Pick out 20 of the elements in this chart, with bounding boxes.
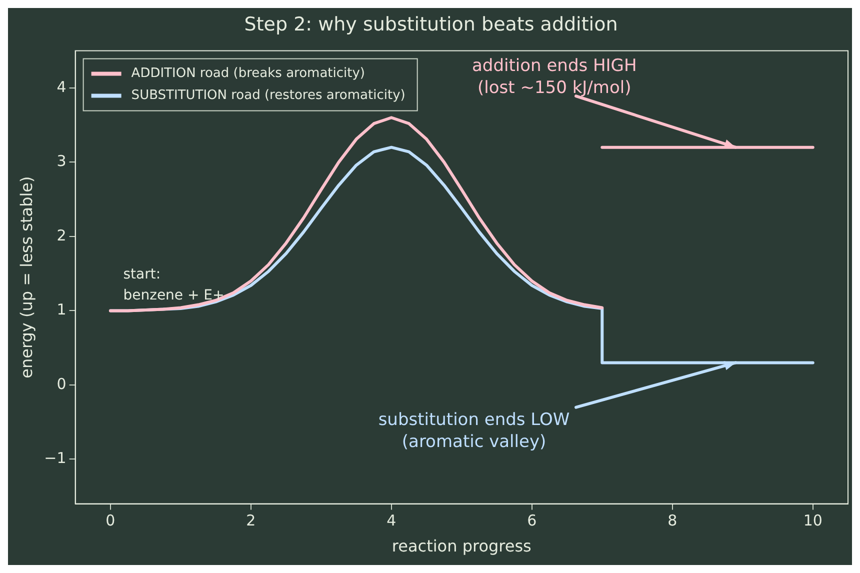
y-tick-label: 3	[56, 152, 66, 170]
legend-label: ADDITION road (breaks aromaticity)	[131, 66, 366, 82]
x-tick-label: 0	[106, 512, 116, 530]
x-tick-label: 4	[386, 512, 396, 530]
x-tick-label: 10	[803, 512, 822, 530]
chart-title: Step 2: why substitution beats addition	[244, 13, 618, 36]
y-axis-title: energy (up = less stable)	[16, 176, 36, 378]
x-tick-label: 8	[668, 512, 678, 530]
y-tick-label: 2	[56, 226, 66, 244]
annotation: substitution ends LOW (aromatic valley)	[378, 410, 570, 452]
legend-label: SUBSTITUTION road (restores aromaticity)	[131, 88, 406, 104]
x-tick-label: 2	[246, 512, 256, 530]
y-tick-label: −1	[44, 449, 66, 468]
y-tick-label: 0	[56, 374, 66, 393]
annotation: start: benzene + E+	[123, 266, 224, 304]
y-tick-label: 1	[56, 300, 66, 319]
annotation: addition ends HIGH (lost ~150 kJ/mol)	[472, 56, 637, 98]
x-axis-title: reaction progress	[392, 536, 532, 556]
x-tick-label: 6	[527, 512, 537, 530]
y-tick-label: 4	[56, 78, 66, 96]
